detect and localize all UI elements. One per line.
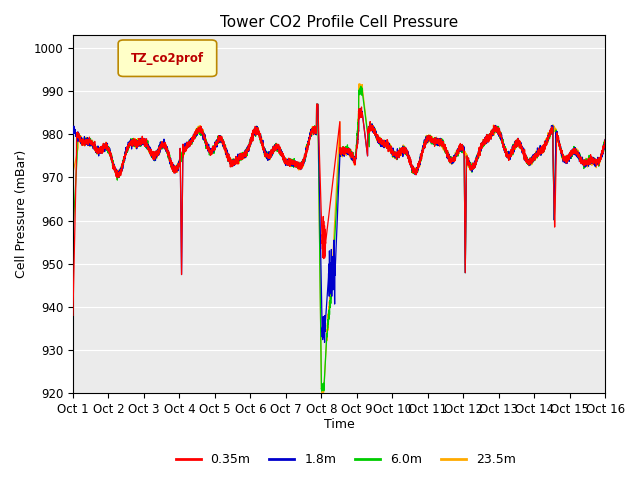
X-axis label: Time: Time	[324, 419, 355, 432]
Text: TZ_co2prof: TZ_co2prof	[131, 52, 204, 65]
FancyBboxPatch shape	[118, 40, 217, 76]
Y-axis label: Cell Pressure (mBar): Cell Pressure (mBar)	[15, 150, 28, 278]
Title: Tower CO2 Profile Cell Pressure: Tower CO2 Profile Cell Pressure	[220, 15, 458, 30]
Legend: 0.35m, 1.8m, 6.0m, 23.5m: 0.35m, 1.8m, 6.0m, 23.5m	[170, 448, 521, 471]
